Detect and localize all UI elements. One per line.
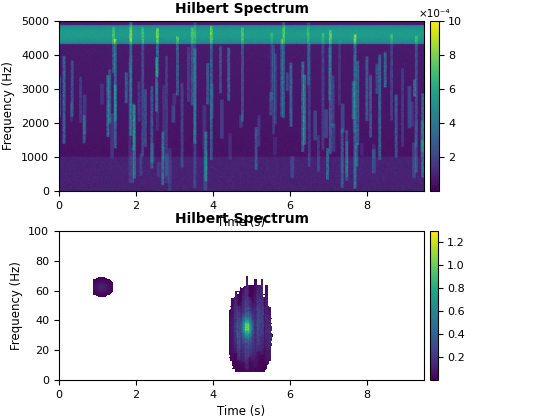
X-axis label: Time (s): Time (s) — [217, 216, 265, 229]
Y-axis label: Frequency (Hz): Frequency (Hz) — [2, 62, 15, 150]
Title: Hilbert Spectrum: Hilbert Spectrum — [175, 2, 309, 16]
Y-axis label: Frequency (Hz): Frequency (Hz) — [10, 261, 22, 350]
Title: Hilbert Spectrum: Hilbert Spectrum — [175, 212, 309, 226]
X-axis label: Time (s): Time (s) — [217, 405, 265, 418]
Title: ×10⁻⁴: ×10⁻⁴ — [418, 9, 450, 19]
